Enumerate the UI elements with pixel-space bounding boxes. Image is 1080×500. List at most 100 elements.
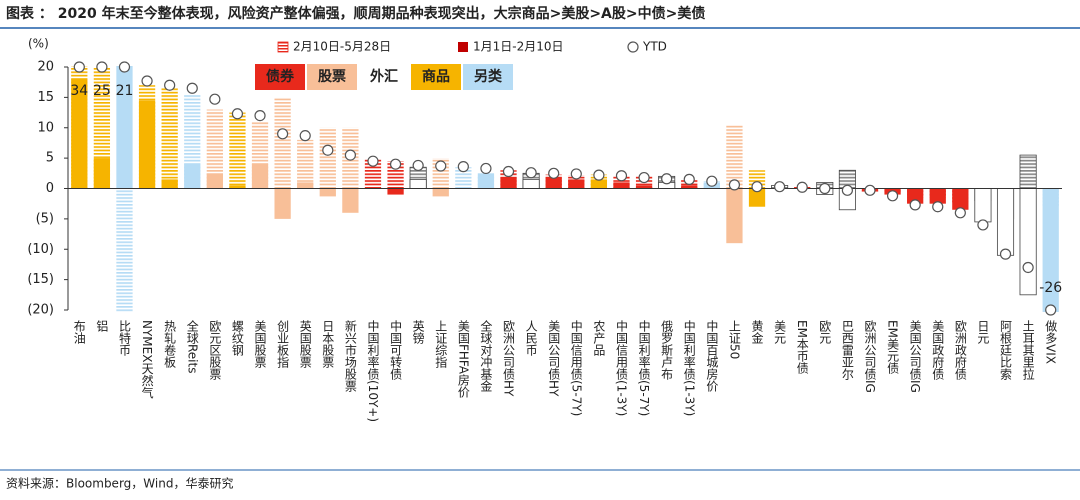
- x-tick-label: 比特币: [117, 320, 131, 356]
- bar-solid: [138, 100, 156, 189]
- ytd-marker: [164, 79, 176, 91]
- y-tick-label: 10: [37, 120, 54, 135]
- bar-solid: [996, 188, 1015, 256]
- bar-hatched: [1019, 154, 1037, 189]
- ytd-marker: [96, 61, 108, 73]
- class-swatch: [255, 64, 305, 90]
- x-tick-label: 欧洲政府债: [953, 320, 967, 380]
- x-tick-label: 英国股票: [298, 320, 312, 368]
- ytd-marker: [661, 173, 673, 185]
- ytd-marker: [412, 159, 424, 172]
- bar-solid: [929, 188, 946, 204]
- bar-solid: [409, 178, 427, 189]
- x-tick-label: 日本股票: [321, 320, 335, 368]
- x-tick-label: 土耳其里拉: [1021, 320, 1035, 381]
- bar-solid: [297, 182, 314, 189]
- bar-solid: [184, 164, 201, 189]
- legend-label: YTD: [642, 40, 667, 54]
- x-tick-label: 上证50: [727, 320, 741, 360]
- y-tick-label: (15): [27, 272, 54, 287]
- bar-solid: [387, 188, 404, 195]
- x-tick-label: 中国利率债(10Y+): [366, 319, 380, 422]
- x-tick-label: 日元: [976, 320, 990, 345]
- legend-swatch: [627, 41, 639, 53]
- x-tick-label: EM美元债: [886, 320, 900, 374]
- bar-solid: [93, 158, 111, 189]
- class-label: 股票: [318, 69, 346, 85]
- x-tick-label: 中国百城房价: [705, 319, 719, 392]
- bar-solid: [500, 177, 517, 189]
- bar-hatched: [206, 109, 223, 189]
- x-tick-label: 新兴市场股票: [343, 319, 357, 392]
- x-tick-label: 上证综指: [434, 320, 448, 369]
- x-tick-label: 黄金: [750, 320, 764, 344]
- bar-solid: [952, 188, 969, 210]
- ytd-marker: [954, 207, 966, 219]
- x-tick-label: 美国公司债HY: [547, 320, 561, 397]
- x-tick-label: 欧洲公司债HY: [502, 320, 516, 397]
- x-tick-label: 英镑: [411, 320, 425, 345]
- bar-solid: [1019, 188, 1037, 296]
- legend-label: 2月10日-5月28日: [293, 40, 391, 54]
- bar-hatched: [297, 139, 314, 189]
- ytd-marker: [209, 93, 221, 105]
- ytd-marker: [254, 109, 266, 122]
- ytd-marker: [186, 82, 198, 94]
- x-tick-label: 中国可转债: [389, 319, 403, 380]
- x-tick-label: EM本币债: [795, 320, 809, 374]
- ytd-marker: [502, 165, 515, 178]
- x-tick-label: 全球对冲基金: [479, 319, 493, 392]
- x-tick-label: 欧洲公司债IG: [863, 320, 877, 393]
- ytd-marker: [480, 162, 492, 175]
- x-tick-label: 美国公司债IG: [908, 320, 922, 393]
- ytd-marker: [73, 61, 85, 73]
- ytd-marker: [841, 184, 853, 196]
- class-swatch: [463, 64, 513, 90]
- y-tick-label: (20): [27, 303, 54, 318]
- class-swatch: [307, 64, 357, 90]
- bar-solid: [274, 188, 291, 219]
- bar-hatched: [161, 88, 178, 189]
- ytd-marker: [683, 173, 695, 185]
- ytd-marker: [706, 175, 718, 187]
- x-tick-label: 农产品: [592, 320, 606, 356]
- y-tick-label: 15: [37, 90, 54, 105]
- x-tick-label: 欧元区股票: [208, 320, 222, 380]
- ytd-marker: [231, 108, 244, 120]
- x-tick-label: 欧元: [818, 320, 832, 345]
- ytd-marker: [118, 61, 131, 73]
- plot-area: [71, 66, 1059, 312]
- bar-solid: [545, 177, 562, 189]
- ytd-marker: [435, 160, 447, 172]
- ytd-marker: [1022, 261, 1034, 274]
- y-tick-label: 5: [46, 151, 54, 166]
- ytd-marker: [977, 219, 989, 231]
- bar-solid: [974, 188, 992, 223]
- bar-solid: [681, 185, 698, 189]
- bar-solid: [342, 188, 359, 213]
- ytd-marker: [457, 161, 469, 173]
- bar-solid: [748, 188, 766, 207]
- bar-solid: [568, 179, 585, 189]
- bar-solid: [1042, 188, 1059, 312]
- x-tick-label: 铝: [95, 319, 109, 332]
- bar-solid: [477, 173, 495, 189]
- x-tick-label: 创业板指: [276, 320, 290, 369]
- bar-hatched: [229, 112, 246, 189]
- bar-solid: [229, 185, 246, 189]
- ytd-label: 21: [116, 83, 134, 99]
- x-tick-label: 布油: [72, 320, 86, 344]
- ytd-marker: [525, 167, 537, 179]
- ytd-marker: [774, 181, 786, 193]
- x-tick-label: 热轧卷板: [163, 320, 177, 369]
- x-tick-label: 中国利率债(1-3Y): [682, 319, 696, 417]
- class-swatch: [411, 64, 461, 90]
- class-label: 外汇: [370, 68, 398, 85]
- ytd-marker: [819, 182, 831, 195]
- x-tick-label: 美国股票: [253, 320, 267, 368]
- x-tick-label: 阿根廷比索: [999, 320, 1013, 380]
- chart-title: 图表 ： 2020 年末至今整体表现，风险资产整体偏强，顺周期品种表现突出，大宗…: [6, 5, 705, 22]
- bar-solid: [116, 66, 133, 189]
- ytd-marker: [277, 128, 289, 140]
